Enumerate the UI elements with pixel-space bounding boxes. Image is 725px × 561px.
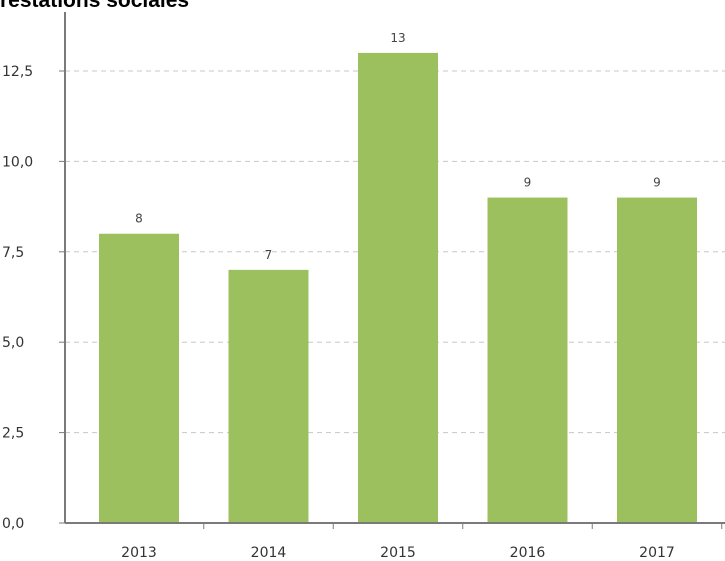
data-label: 9 (653, 176, 661, 190)
y-tick-label: 10,0 (2, 154, 33, 170)
y-tick-label: 7,5 (2, 245, 24, 261)
data-label: 8 (135, 212, 143, 226)
x-tick-label: 2017 (639, 545, 675, 561)
y-tick-label: 5,0 (2, 335, 24, 351)
data-label: 7 (265, 248, 273, 262)
bar-2017 (617, 197, 697, 523)
bar-2015 (358, 52, 438, 524)
bar-2014 (228, 269, 309, 523)
y-tick-label: 0,0 (2, 516, 24, 532)
bar-2016 (487, 197, 568, 523)
axes (64, 12, 725, 524)
bars (99, 52, 697, 524)
y-tick-label: 12,5 (2, 64, 33, 80)
data-label: 9 (524, 176, 532, 190)
data-label: 13 (390, 31, 405, 45)
x-tick-label: 2016 (510, 545, 546, 561)
data-labels: 8 7 13 9 9 (135, 31, 661, 262)
chart-title: Prestations sociales (0, 0, 190, 12)
bar-2013 (99, 233, 179, 523)
x-tick-label: 2015 (380, 545, 416, 561)
y-tick-label: 2,5 (2, 426, 24, 442)
x-tick-label: 2013 (121, 545, 157, 561)
y-tick-labels: 0,0 2,5 5,0 7,5 10,0 12,5 (2, 64, 33, 532)
x-tick-label: 2014 (251, 545, 287, 561)
x-tick-labels: 2013 2014 2015 2016 2017 (121, 545, 675, 561)
